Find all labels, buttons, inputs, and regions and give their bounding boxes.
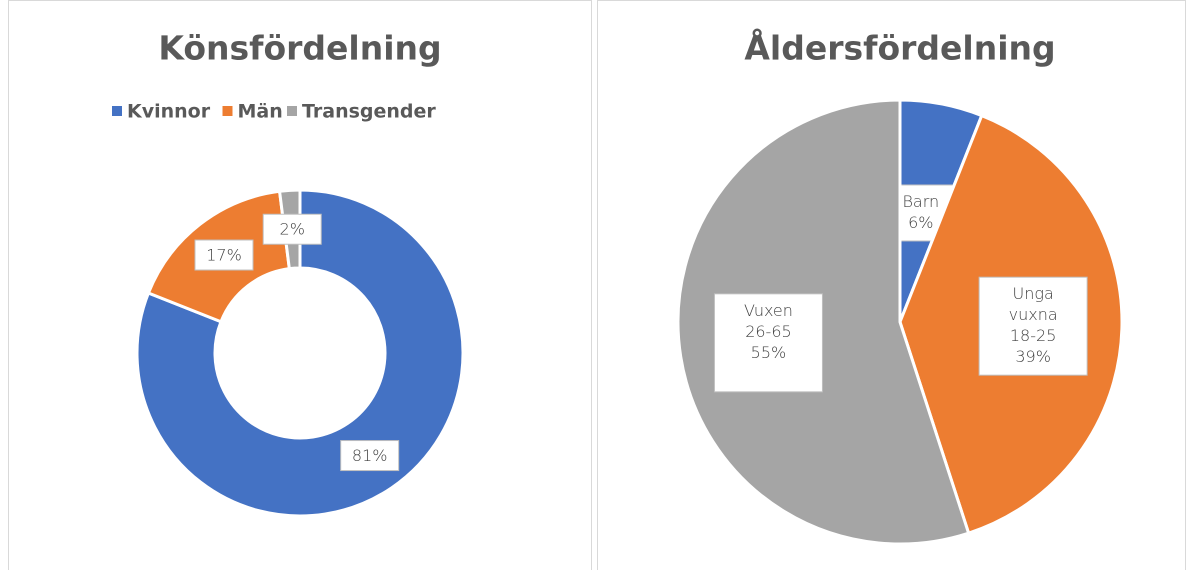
label-box — [713, 293, 823, 393]
data-label: 17% — [206, 246, 242, 265]
pie-slice — [676, 98, 971, 546]
legend-swatch — [112, 106, 122, 116]
data-label: Barn 6% — [902, 191, 939, 231]
category-line: Vuxen — [744, 300, 793, 319]
value-label: 39% — [1015, 347, 1051, 366]
category-line: Unga — [1013, 284, 1054, 303]
data-label: Vuxen 26-65 55% — [744, 300, 793, 361]
legend-swatch — [222, 106, 233, 116]
category-label: Vuxen 26-65 — [744, 300, 793, 340]
category-label: Barn — [902, 191, 939, 210]
category-label: Unga vuxna 18-25 — [1009, 284, 1058, 345]
data-label: 81% — [352, 446, 388, 465]
category-line: 26-65 — [745, 321, 792, 340]
legend-label: Transgender — [302, 101, 436, 123]
data-label: Unga vuxna 18-25 39% — [1009, 284, 1058, 366]
value-label: 6% — [908, 212, 933, 231]
data-label: 2% — [280, 220, 305, 239]
legend-swatch — [287, 106, 297, 116]
legend-label: Män — [238, 101, 283, 123]
label-box — [340, 440, 400, 472]
legend-label: Kvinnor — [127, 101, 211, 123]
category-line: vuxna — [1009, 305, 1058, 324]
label-box — [262, 213, 322, 245]
category-line: 18-25 — [1010, 326, 1057, 345]
chart-title: Åldersfördelning — [744, 28, 1055, 68]
label-box — [978, 276, 1088, 376]
donut-slice — [135, 188, 465, 518]
label-box — [194, 239, 254, 271]
chart-title: Könsfördelning — [158, 29, 441, 68]
value-label: 55% — [751, 342, 787, 361]
